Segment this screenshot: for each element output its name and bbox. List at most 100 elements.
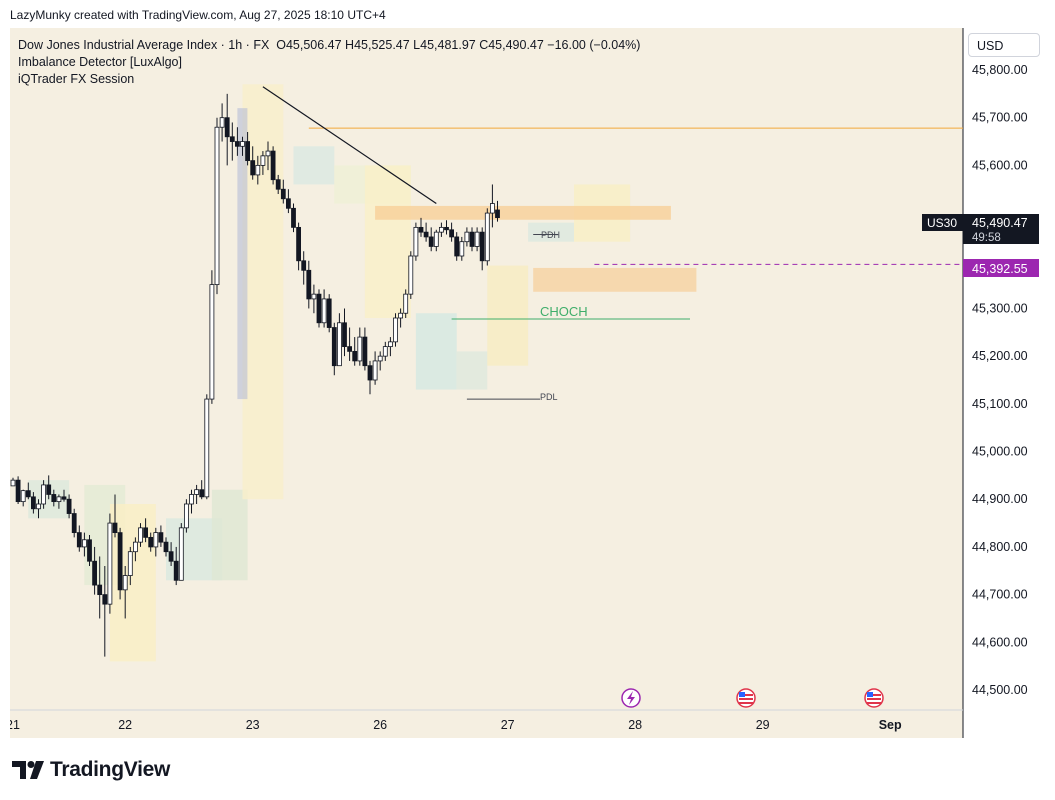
candle-down: [479, 231, 485, 262]
time-tick-label: 26: [373, 718, 387, 732]
price-tick-label: 44,800.00: [972, 540, 1028, 554]
trendline: [262, 86, 437, 205]
time-axis-ticks: 21 22 23 26 27 28 29 Sep: [6, 718, 902, 732]
candle-up: [311, 293, 317, 300]
level-price-tag: 45,392.55: [963, 259, 1039, 277]
session-zone: [415, 313, 457, 390]
candle-down: [173, 560, 179, 581]
candle-down: [326, 298, 332, 328]
candle-up: [36, 503, 41, 510]
tradingview-logo: TradingView: [12, 758, 170, 782]
candles: [10, 93, 500, 657]
price-tick-label: 44,900.00: [972, 492, 1028, 506]
candle-down: [97, 584, 103, 596]
candle-down: [469, 231, 475, 247]
us-flag-event-icon[interactable]: [736, 688, 756, 708]
candle-up: [219, 117, 225, 128]
candle-down: [51, 494, 57, 503]
candle-down: [148, 536, 154, 548]
candle-down: [316, 293, 322, 324]
candle-up: [204, 398, 210, 498]
candle-up: [189, 494, 194, 505]
fvg-zone: [533, 267, 697, 292]
last-price-label: 45,490.47: [972, 216, 1028, 230]
candle-down: [87, 539, 92, 562]
candle-up: [265, 150, 271, 157]
event-icons[interactable]: [621, 688, 884, 708]
pdh-label: PDH: [541, 230, 560, 240]
candle-up: [433, 231, 439, 247]
candle-down: [306, 269, 312, 300]
price-tick-label: 44,500.00: [972, 683, 1028, 697]
candle-up: [464, 231, 470, 243]
candle-up: [255, 164, 261, 176]
last-price-tag: US30 45,490.47 49:58: [922, 214, 1039, 244]
candle-up: [20, 490, 26, 503]
candle-down: [117, 532, 123, 591]
candle-down: [15, 479, 21, 503]
price-tick-label: 45,800.00: [972, 63, 1028, 77]
candle-up: [398, 312, 404, 319]
candle-up: [459, 241, 465, 257]
chart-area[interactable]: 44,500.00 44,600.00 44,700.00 44,800.00 44,9…: [6, 28, 1045, 738]
candle-down: [46, 484, 52, 495]
candle-down: [418, 226, 424, 233]
time-tick-label: 29: [756, 718, 770, 732]
candle-down: [449, 229, 455, 238]
us-flag-event-icon[interactable]: [864, 688, 884, 708]
lightning-event-icon[interactable]: [621, 688, 641, 708]
currency-button[interactable]: USD: [968, 33, 1040, 57]
tradingview-logo-text: TradingView: [50, 758, 171, 781]
candle-down: [331, 327, 337, 367]
candle-up: [377, 355, 383, 362]
candle-up: [321, 298, 327, 324]
candle-up: [260, 155, 266, 166]
session-zone: [456, 351, 488, 390]
candle-down: [347, 346, 353, 352]
price-tick-label: 45,300.00: [972, 301, 1028, 315]
candle-down: [444, 226, 449, 231]
price-tick-label: 45,000.00: [972, 445, 1028, 459]
time-tick-label: 23: [246, 718, 260, 732]
candle-down: [224, 117, 230, 138]
candle-up: [357, 336, 363, 362]
candle-up: [209, 284, 215, 400]
candle-down: [285, 198, 291, 209]
indicator-imbalance-detector[interactable]: Imbalance Detector [LuxAlgo]: [18, 55, 182, 69]
candle-down: [291, 207, 296, 228]
candle-down: [143, 527, 149, 538]
candle-up: [56, 496, 62, 503]
choch-label: CHOCH: [540, 304, 588, 319]
candle-down: [495, 209, 500, 219]
candle-down: [168, 551, 174, 562]
candle-up: [484, 212, 490, 262]
pdl-label: PDL: [540, 392, 558, 402]
candle-down: [352, 350, 358, 362]
candle-up: [372, 360, 378, 381]
price-tick-label: 44,700.00: [972, 588, 1028, 602]
symbol-name[interactable]: Dow Jones Industrial Average Index · 1h …: [18, 38, 270, 52]
candle-up: [408, 255, 414, 295]
symbol-line: Dow Jones Industrial Average Index · 1h …: [18, 37, 640, 54]
candle-up: [133, 541, 138, 553]
candle-up: [382, 346, 388, 357]
price-chart[interactable]: 44,500.00 44,600.00 44,700.00 44,800.00 44,9…: [6, 28, 1045, 738]
candle-up: [194, 489, 200, 495]
candle-down: [71, 513, 77, 534]
candle-up: [138, 527, 143, 543]
session-zone: [293, 146, 335, 185]
candle-up: [82, 539, 87, 548]
candle-down: [280, 188, 286, 200]
price-tick-label: 45,100.00: [972, 397, 1028, 411]
price-tick-label: 44,600.00: [972, 635, 1028, 649]
session-zone: [528, 222, 574, 242]
candle-down: [66, 498, 72, 514]
candle-down: [275, 179, 281, 190]
candle-down: [112, 522, 118, 534]
candle-up: [403, 293, 409, 314]
candle-down: [296, 226, 302, 262]
candle-up: [438, 226, 444, 233]
indicator-fx-session[interactable]: iQTrader FX Session: [18, 72, 135, 86]
time-tick-label: 28: [628, 718, 642, 732]
ohlc-values: O45,506.47 H45,525.47 L45,481.97 C45,490…: [276, 38, 641, 52]
